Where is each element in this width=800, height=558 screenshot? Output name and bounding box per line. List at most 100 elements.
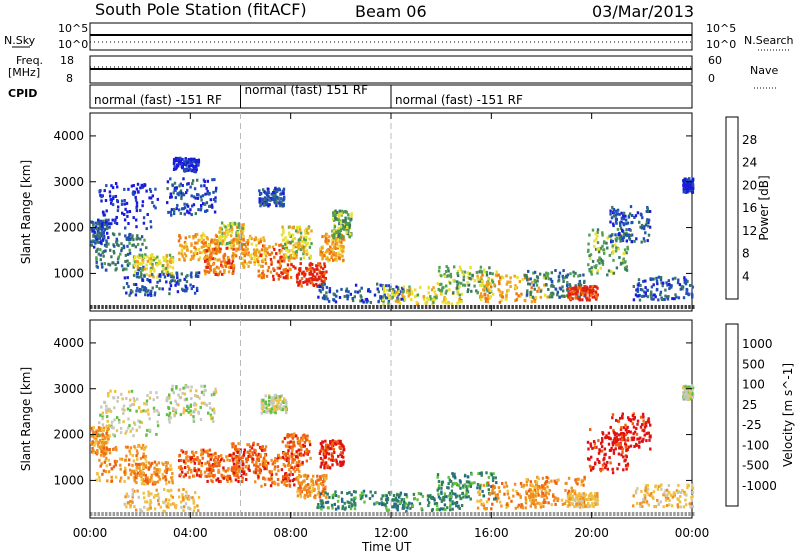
data-cell <box>216 235 218 238</box>
data-cell <box>590 294 592 297</box>
data-cell <box>306 278 308 281</box>
data-cell <box>361 287 363 290</box>
data-cell <box>129 399 131 402</box>
data-cell <box>146 278 148 281</box>
data-cell <box>307 483 309 486</box>
data-cell <box>641 227 643 230</box>
data-cell <box>227 256 229 259</box>
data-cell <box>132 489 134 492</box>
data-cell <box>420 507 422 510</box>
data-cell <box>317 503 319 506</box>
data-cell <box>214 211 216 214</box>
data-cell <box>444 508 446 511</box>
station-title: South Pole Station (fitACF) <box>95 0 307 19</box>
data-cell <box>641 216 643 219</box>
data-cell <box>174 279 176 282</box>
data-cell <box>313 270 315 273</box>
data-cell <box>430 496 432 499</box>
data-cell <box>144 184 146 187</box>
data-cell <box>143 496 145 499</box>
data-cell <box>271 407 273 410</box>
ground-scatter-cell <box>331 305 334 309</box>
data-cell <box>237 239 239 242</box>
data-cell <box>280 271 282 274</box>
data-cell <box>187 386 189 389</box>
ground-scatter-cell <box>293 305 296 309</box>
data-cell <box>280 249 282 252</box>
data-cell <box>263 273 265 276</box>
data-cell <box>150 501 152 504</box>
data-cell <box>122 420 124 423</box>
data-cell <box>98 235 100 238</box>
data-cell <box>309 457 311 460</box>
ground-scatter-cell <box>101 305 104 309</box>
data-cell <box>573 274 575 277</box>
data-cell <box>137 266 139 269</box>
data-cell <box>220 227 222 230</box>
data-cell <box>114 263 116 266</box>
data-cell <box>196 242 198 245</box>
ground-scatter-cell <box>602 305 605 309</box>
data-cell <box>410 298 412 301</box>
data-cell <box>324 478 326 481</box>
data-cell <box>384 504 386 507</box>
data-cell <box>483 494 485 497</box>
data-cell <box>388 296 390 299</box>
data-cell <box>394 294 396 297</box>
data-cell <box>414 288 416 291</box>
data-cell <box>211 480 213 483</box>
data-cell <box>334 214 336 217</box>
data-cell <box>300 232 302 235</box>
data-cell <box>308 238 310 241</box>
data-cell <box>273 248 275 251</box>
data-cell <box>305 267 307 270</box>
nsearch-bottom-tick: 10^0 <box>706 38 736 51</box>
data-cell <box>626 240 628 243</box>
ground-scatter-cell <box>210 305 213 309</box>
ground-scatter-cell <box>146 305 149 309</box>
data-cell <box>281 468 283 471</box>
beam-title: Beam 06 <box>355 2 427 21</box>
data-cell <box>107 236 109 239</box>
data-cell <box>218 464 220 467</box>
ground-scatter-cell <box>105 305 108 309</box>
data-cell <box>405 493 407 496</box>
data-cell <box>162 463 164 466</box>
data-cell <box>618 247 620 250</box>
data-cell <box>292 226 294 229</box>
data-cell <box>280 256 282 259</box>
data-cell <box>132 192 134 195</box>
ground-scatter-cell <box>368 305 371 309</box>
data-cell <box>293 483 295 486</box>
data-cell <box>572 287 574 290</box>
data-cell <box>345 290 347 293</box>
data-cell <box>92 449 94 452</box>
data-cell <box>419 502 421 505</box>
data-cell <box>326 286 328 289</box>
data-cell <box>225 265 227 268</box>
data-cell <box>470 290 472 293</box>
data-cell <box>262 270 264 273</box>
data-cell <box>176 163 178 166</box>
data-cell <box>335 295 337 298</box>
data-cell <box>319 452 321 455</box>
data-cell <box>589 299 591 302</box>
data-cell <box>124 218 126 221</box>
data-cell <box>382 298 384 301</box>
data-cell <box>397 298 399 301</box>
ground-scatter-cell <box>478 305 481 309</box>
data-cell <box>193 246 195 249</box>
data-cell <box>277 478 279 481</box>
data-cell <box>593 245 595 248</box>
data-cell <box>119 480 121 483</box>
data-cell <box>253 248 255 251</box>
data-cell <box>276 201 278 204</box>
data-cell <box>169 254 171 257</box>
data-cell <box>137 183 139 186</box>
ground-scatter-cell <box>346 305 349 309</box>
ground-scatter-cell <box>357 305 360 309</box>
data-cell <box>262 188 264 191</box>
data-cell <box>103 455 105 458</box>
data-cell <box>640 213 642 216</box>
data-cell <box>129 500 131 503</box>
